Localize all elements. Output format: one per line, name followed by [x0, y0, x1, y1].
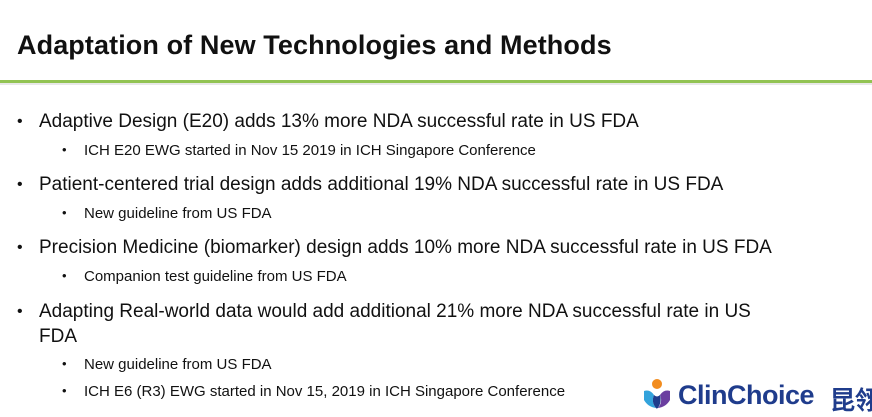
sub-bullet-marker: • [62, 356, 67, 371]
bullet-marker: • [17, 303, 23, 320]
slide-title: Adaptation of New Technologies and Metho… [17, 30, 612, 60]
bullet-marker: • [17, 239, 23, 256]
bullet-text: Patient-centered trial design adds addit… [39, 174, 724, 195]
bullet-marker: • [17, 113, 23, 130]
clinchoice-logo: ClinChoice 昆翎 [640, 375, 872, 415]
sub-bullet-text: New guideline from US FDA [84, 356, 272, 373]
logo-wordmark: ClinChoice [678, 380, 815, 410]
sub-bullet-marker: • [62, 205, 67, 220]
bullet-text: Precision Medicine (biomarker) design ad… [39, 237, 772, 258]
bullet-text: Adaptive Design (E20) adds 13% more NDA … [39, 111, 639, 132]
bullet-marker: • [17, 176, 23, 193]
title-divider [0, 80, 872, 83]
sub-bullet-text: Companion test guideline from US FDA [84, 268, 347, 285]
sub-bullet-text: New guideline from US FDA [84, 205, 272, 222]
sub-bullet-text: ICH E20 EWG started in Nov 15 2019 in IC… [84, 142, 536, 159]
sub-bullet-marker: • [62, 383, 67, 398]
title-divider-shadow [0, 83, 872, 85]
bullet-text-line2: FDA [39, 326, 77, 347]
sub-bullet-marker: • [62, 268, 67, 283]
bullet-text-line1: Adapting Real-world data would add addit… [39, 301, 751, 322]
logo-chinese-wordmark: 昆翎 [830, 387, 872, 415]
sub-bullet-marker: • [62, 142, 67, 157]
sub-bullet-text: ICH E6 (R3) EWG started in Nov 15, 2019 … [84, 383, 566, 400]
clinchoice-logo-mark-icon [644, 379, 670, 409]
